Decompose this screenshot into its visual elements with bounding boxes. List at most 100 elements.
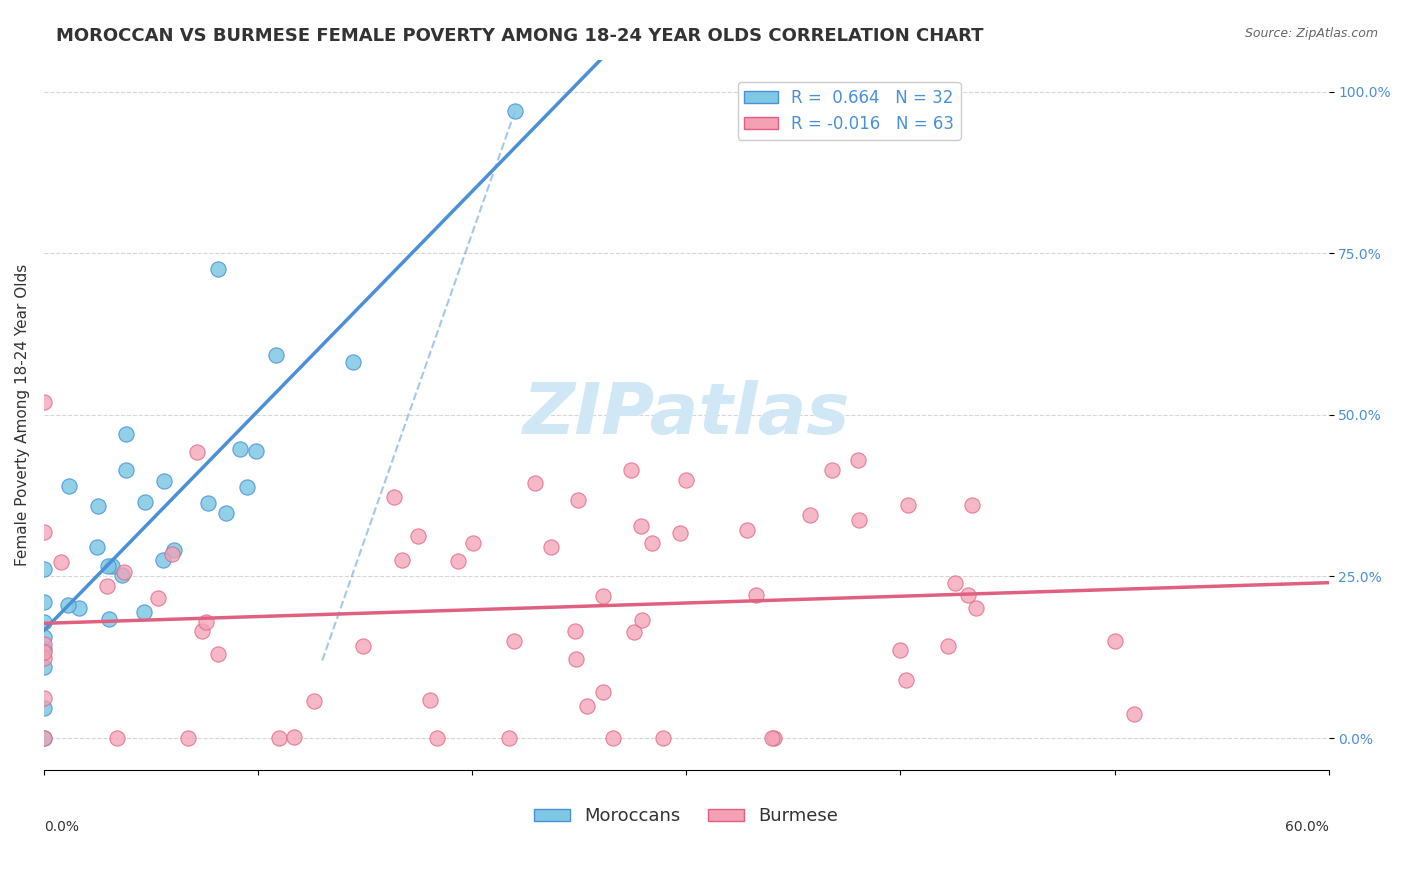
Point	[87, 499, 110, 513]
Point	[32, 641, 55, 656]
Point	[630, 614, 652, 628]
Point	[153, 474, 176, 488]
Point	[406, 529, 429, 543]
Point	[32, 691, 55, 706]
Point	[391, 553, 413, 567]
Point	[567, 493, 589, 508]
Point	[58, 598, 80, 612]
Point	[503, 104, 526, 119]
Point	[669, 526, 692, 541]
Point	[186, 445, 208, 459]
Point	[86, 541, 108, 555]
Text: MOROCCAN VS BURMESE FEMALE POVERTY AMONG 18-24 YEAR OLDS CORRELATION CHART: MOROCCAN VS BURMESE FEMALE POVERTY AMONG…	[56, 27, 984, 45]
Point	[98, 612, 121, 626]
Text: ZIPatlas: ZIPatlas	[523, 381, 851, 450]
Point	[105, 731, 128, 745]
Point	[498, 731, 520, 745]
Point	[957, 588, 980, 602]
Point	[32, 731, 55, 745]
Point	[889, 643, 911, 657]
Point	[266, 348, 288, 362]
Point	[965, 600, 987, 615]
Point	[152, 553, 174, 567]
Point	[146, 591, 169, 605]
Point	[97, 558, 120, 573]
Point	[207, 648, 229, 662]
Point	[426, 731, 449, 745]
Point	[32, 630, 55, 644]
Point	[163, 542, 186, 557]
Point	[799, 508, 821, 522]
Point	[540, 540, 562, 554]
Point	[846, 453, 869, 467]
Point	[283, 731, 305, 745]
Point	[419, 692, 441, 706]
Point	[32, 651, 55, 665]
Point	[177, 731, 200, 745]
Point	[32, 701, 55, 715]
Point	[592, 589, 614, 603]
Point	[51, 555, 73, 569]
Point	[58, 479, 80, 493]
Point	[592, 685, 614, 699]
Point	[194, 615, 217, 630]
Point	[821, 463, 844, 477]
Point	[132, 605, 155, 619]
Point	[620, 463, 643, 477]
Point	[32, 659, 55, 673]
Point	[215, 506, 238, 520]
Point	[115, 463, 138, 477]
Point	[111, 568, 134, 582]
Point	[564, 624, 586, 639]
Point	[762, 731, 785, 745]
Point	[32, 615, 55, 629]
Point	[502, 634, 524, 648]
Point	[1122, 707, 1144, 722]
Point	[936, 640, 959, 654]
Point	[382, 490, 405, 504]
Point	[190, 624, 212, 638]
Point	[623, 624, 645, 639]
Point	[745, 588, 768, 602]
Point	[848, 513, 870, 527]
Point	[641, 535, 664, 549]
Point	[236, 480, 259, 494]
Point	[32, 636, 55, 650]
Point	[32, 524, 55, 539]
Text: Source: ZipAtlas.com: Source: ZipAtlas.com	[1244, 27, 1378, 40]
Point	[197, 496, 219, 510]
Point	[960, 498, 983, 512]
Point	[651, 731, 673, 745]
Point	[207, 261, 229, 276]
Point	[267, 731, 290, 745]
Point	[229, 442, 252, 457]
Point	[245, 444, 267, 458]
Point	[32, 645, 55, 659]
Point	[32, 562, 55, 576]
Point	[32, 731, 55, 745]
Point	[761, 731, 783, 745]
Point	[101, 558, 124, 573]
Point	[675, 473, 697, 487]
Text: 0.0%: 0.0%	[44, 820, 79, 834]
Point	[342, 354, 364, 368]
Point	[96, 579, 118, 593]
Point	[630, 519, 652, 533]
Y-axis label: Female Poverty Among 18-24 Year Olds: Female Poverty Among 18-24 Year Olds	[15, 264, 30, 566]
Point	[737, 523, 759, 537]
Point	[67, 600, 90, 615]
Point	[32, 395, 55, 409]
Point	[524, 475, 547, 490]
Point	[943, 576, 966, 591]
Point	[112, 566, 135, 580]
Point	[447, 554, 470, 568]
Point	[575, 698, 598, 713]
Text: 60.0%: 60.0%	[1285, 820, 1329, 834]
Legend: Moroccans, Burmese: Moroccans, Burmese	[527, 800, 845, 832]
Point	[602, 731, 624, 745]
Point	[1104, 634, 1126, 648]
Point	[134, 495, 156, 509]
Point	[897, 498, 920, 512]
Point	[461, 536, 484, 550]
Point	[896, 673, 918, 687]
